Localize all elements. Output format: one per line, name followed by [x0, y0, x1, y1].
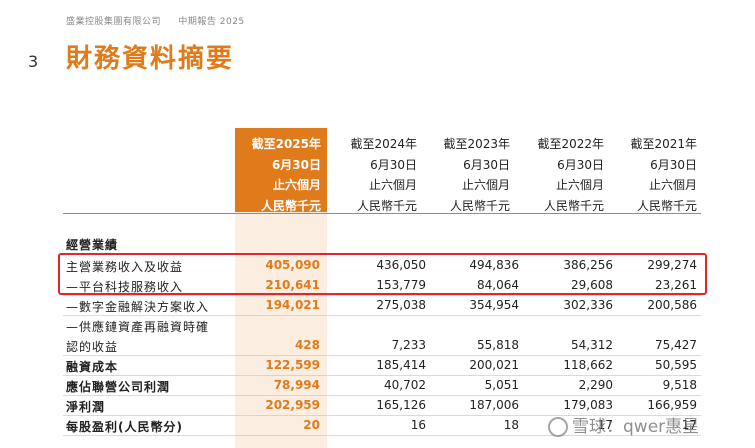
row-label: 淨利潤: [66, 400, 106, 414]
cell-value: 29,608: [571, 278, 613, 292]
column-header-2021: 截至2021年 6月30日 止六個月 人民幣千元: [630, 137, 697, 213]
company-name: 盛業控股集團有限公司: [66, 17, 162, 27]
cell-value: 55,818: [477, 338, 519, 352]
section-label: 經營業績: [66, 238, 119, 252]
report-header: 盛業控股集團有限公司 中期報告 2025: [66, 14, 259, 27]
cell-value: 179,083: [563, 398, 613, 412]
cell-value: 436,050: [376, 258, 426, 272]
cell-value: 200,586: [647, 298, 697, 312]
cell-value: 494,836: [469, 258, 519, 272]
row-label: 融資成本: [66, 360, 119, 374]
cell-value: 17: [681, 418, 697, 432]
cell-value: 40,702: [384, 378, 426, 392]
cell-value: 299,274: [647, 258, 697, 272]
page-title: 財務資料摘要: [66, 44, 235, 74]
watermark: 雪球：qwer惠星: [548, 412, 699, 437]
cell-value: 54,312: [571, 338, 613, 352]
cell-value: 275,038: [376, 298, 426, 312]
cell-value: 187,006: [469, 398, 519, 412]
row-divider: [63, 435, 701, 436]
row-divider: [63, 395, 701, 396]
cell-value: 118,662: [563, 358, 613, 372]
table-row: 淨利潤 202,959 165,126 187,006 179,083 166,959: [63, 396, 701, 416]
row-label: —數字金融解決方案收入: [66, 300, 210, 314]
row-label: 主營業務收入及收益: [66, 260, 184, 274]
column-header-2022: 截至2022年 6月30日 止六個月 人民幣千元: [537, 137, 604, 213]
table-row: 應佔聯營公司利潤 78,994 40,702 5,051 2,290 9,518: [63, 376, 701, 396]
cell-value: 75,427: [655, 338, 697, 352]
cell-value: 202,959: [265, 398, 320, 412]
row-divider: [63, 315, 701, 316]
cell-value: 302,336: [563, 298, 613, 312]
cell-value: 17: [597, 418, 613, 432]
cell-value: 200,021: [469, 358, 519, 372]
cell-value: 210,641: [265, 278, 320, 292]
row-label: 認的收益: [66, 340, 119, 354]
highlight-column-header-bg: [235, 128, 327, 212]
table-row: 每股盈利(人民幣分) 20 16 18 17 17: [63, 416, 701, 436]
header-rule: [63, 213, 701, 214]
cell-value: 78,994: [273, 378, 320, 392]
cell-value: 405,090: [265, 258, 320, 272]
cell-value: 165,126: [376, 398, 426, 412]
cell-value: 386,256: [563, 258, 613, 272]
row-divider: [63, 295, 701, 296]
snowball-logo-icon: [548, 417, 568, 437]
table-row: 融資成本 122,599 185,414 200,021 118,662 50,595: [63, 356, 701, 376]
cell-value: 84,064: [477, 278, 519, 292]
cell-value: 194,021: [265, 298, 320, 312]
cell-value: 18: [503, 418, 519, 432]
cell-value: 23,261: [655, 278, 697, 292]
cell-value: 50,595: [655, 358, 697, 372]
report-name: 中期報告 2025: [178, 17, 245, 27]
cell-value: 166,959: [647, 398, 697, 412]
column-header-2025: 截至2025年 6月30日 止六個月 人民幣千元: [251, 137, 321, 213]
row-label: 每股盈利(人民幣分): [66, 420, 183, 434]
row-divider: [63, 375, 701, 376]
row-label: —平台科技服務收入: [66, 280, 184, 294]
cell-value: 16: [410, 418, 426, 432]
table-row: —數字金融解決方案收入 194,021 275,038 354,954 302,336 2…: [63, 296, 701, 316]
cell-value: 9,518: [662, 378, 697, 392]
cell-value: 2,290: [578, 378, 613, 392]
row-divider: [63, 415, 701, 416]
table-row: —平台科技服務收入 210,641 153,779 84,064 29,608 23,26…: [63, 276, 701, 296]
cell-value: 20: [303, 418, 320, 432]
row-divider: [63, 355, 701, 356]
row-label: —供應鏈資產再融資時確: [66, 320, 210, 334]
highlight-box: [58, 253, 707, 295]
column-header-2024: 截至2024年 6月30日 止六個月 人民幣千元: [350, 137, 417, 213]
table-row: —供應鏈資產再融資時確: [63, 316, 701, 336]
page-number: 3: [28, 52, 39, 71]
cell-value: 5,051: [484, 378, 519, 392]
table-row: 認的收益 428 7,233 55,818 54,312 75,427: [63, 336, 701, 356]
cell-value: 185,414: [376, 358, 426, 372]
cell-value: 122,599: [265, 358, 320, 372]
column-header-2023: 截至2023年 6月30日 止六個月 人民幣千元: [443, 137, 510, 213]
table-row: 主營業務收入及收益 405,090 436,050 494,836 386,256 299…: [63, 256, 701, 276]
row-label: 應佔聯營公司利潤: [66, 380, 171, 394]
cell-value: 7,233: [391, 338, 426, 352]
cell-value: 354,954: [469, 298, 519, 312]
cell-value: 428: [294, 338, 320, 352]
cell-value: 153,779: [376, 278, 426, 292]
